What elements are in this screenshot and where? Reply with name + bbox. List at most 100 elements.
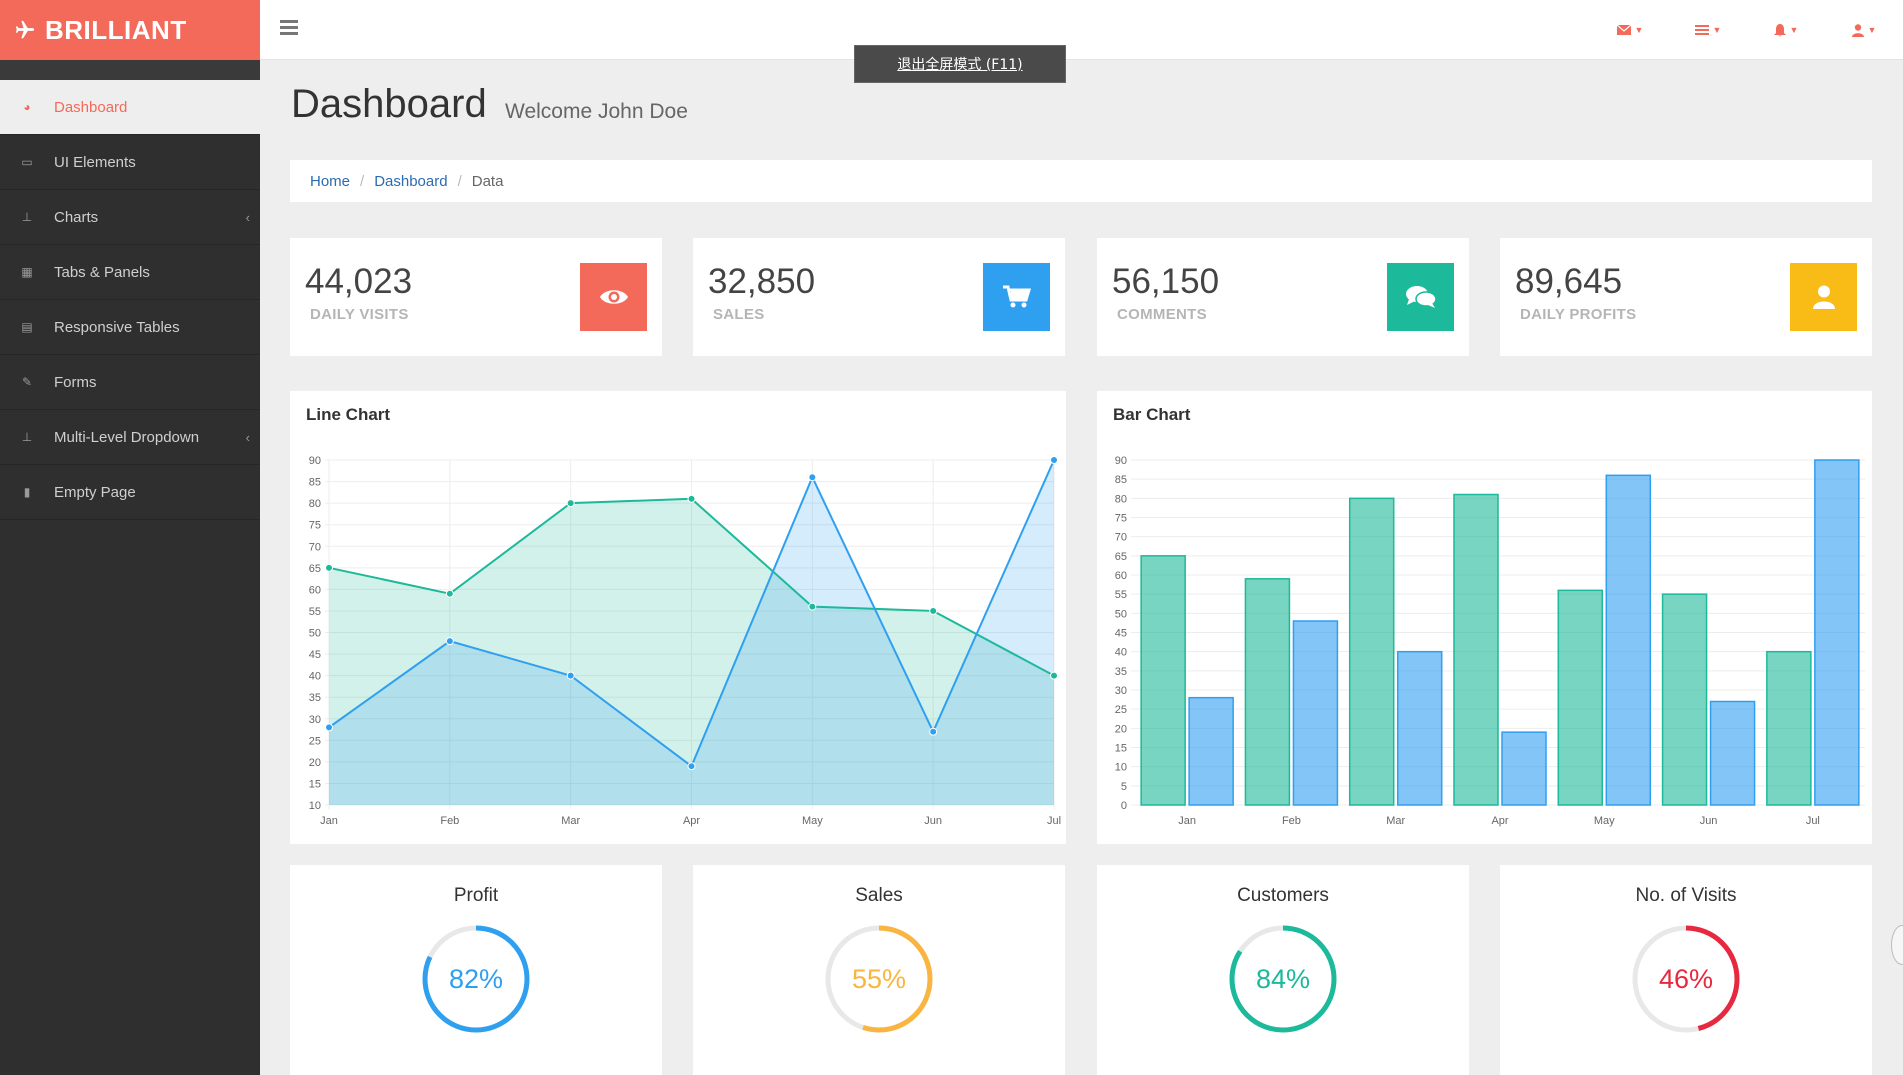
file-icon: ▮ (23, 485, 31, 499)
y-tick-label: 75 (1115, 513, 1127, 525)
x-tick-label: Feb (440, 815, 459, 827)
stat-label: COMMENTS (1117, 306, 1207, 323)
bar (1557, 589, 1604, 806)
donut-card-sales: Sales 55% (693, 865, 1065, 1075)
donut-card-profit: Profit 82% (290, 865, 662, 1075)
y-tick-label: 5 (1121, 781, 1127, 793)
table-icon: ▤ (21, 320, 33, 334)
y-tick-label: 30 (1115, 685, 1127, 697)
sidebar-item-label: Responsive Tables (54, 318, 180, 336)
chevron-left-icon: ‹ (245, 209, 250, 225)
scroll-handle[interactable] (1891, 925, 1903, 965)
y-tick-label: 25 (1115, 704, 1127, 716)
stat-value: 56,150 (1112, 262, 1220, 301)
y-tick-label: 65 (309, 563, 321, 575)
bar (1188, 696, 1234, 806)
x-tick-label: Jun (924, 815, 942, 827)
page-subtitle: Welcome John Doe (505, 100, 688, 123)
envelope-icon[interactable]: ▼ (1591, 25, 1669, 35)
x-tick-label: May (1594, 815, 1615, 827)
donut-title: Profit (453, 885, 499, 906)
bar (1453, 493, 1499, 806)
data-point (566, 671, 575, 680)
bar (1605, 474, 1652, 806)
y-tick-label: 80 (309, 498, 321, 510)
bar (1709, 700, 1756, 806)
line-chart: 10 15 20 25 30 35 40 45 50 55 60 65 70 75 80 85 90 Jan Feb… (309, 455, 1061, 827)
bar (1292, 620, 1339, 806)
brand-logo[interactable]: BRILLIANT (0, 0, 260, 60)
data-point (445, 589, 454, 598)
sidebar-item-charts[interactable]: ⊥ Charts ‹ (0, 190, 260, 245)
donut-arc (422, 925, 530, 1033)
y-tick-label: 20 (309, 757, 321, 769)
data-point (445, 637, 454, 646)
bar-chart-panel: Bar Chart 0 5 10 15 20 25 30 35 40 45 50 55 60 65 70 75… (1097, 391, 1872, 844)
stat-card-daily-visits: 44,023 DAILY VISITS (290, 238, 662, 356)
line-chart-panel: Line Chart 10 15 20 25 30 35 40 45 50 55 60 65 70 75 8… (290, 391, 1066, 844)
bar (1348, 497, 1395, 806)
stat-label: SALES (713, 306, 765, 323)
y-tick-label: 40 (1115, 647, 1127, 659)
donut-arc (1632, 925, 1740, 1033)
x-tick-label: Mar (1386, 815, 1405, 827)
sidebar-item-dashboard[interactable]: ◕ Dashboard (0, 80, 260, 135)
donut-arc (825, 925, 933, 1033)
menu-toggle-icon[interactable] (280, 20, 298, 36)
page-title: Dashboard (291, 82, 487, 126)
bar (1814, 459, 1860, 806)
y-tick-label: 50 (309, 628, 321, 640)
donut-chart (1632, 925, 1740, 1033)
sidebar-item-tabs-panels[interactable]: ▦ Tabs & Panels (0, 245, 260, 300)
bar (1766, 650, 1812, 806)
y-tick-label: 60 (309, 584, 321, 596)
user-icon[interactable]: ▼ (1825, 23, 1903, 37)
y-tick-label: 10 (1115, 762, 1127, 774)
breadcrumb-dashboard[interactable]: Dashboard (374, 172, 448, 190)
donut-title: Customers (1237, 885, 1329, 906)
breadcrumb: Home / Dashboard / Data (290, 160, 1872, 202)
stat-card-comments: 56,150 COMMENTS (1097, 238, 1469, 356)
sidebar-item-label: Empty Page (54, 483, 136, 501)
stat-card-sales: 32,850 SALES (693, 238, 1065, 356)
chevron-left-icon: ‹ (245, 429, 250, 445)
y-tick-label: 75 (309, 520, 321, 532)
bell-icon[interactable]: ▼ (1747, 23, 1825, 37)
qrcode-icon: ▦ (21, 265, 33, 279)
x-tick-label: Jan (320, 815, 338, 827)
stat-label: DAILY PROFITS (1520, 306, 1637, 323)
y-tick-label: 0 (1121, 800, 1127, 812)
data-point (325, 563, 333, 572)
tasks-icon[interactable]: ▼ (1669, 25, 1747, 35)
y-tick-label: 30 (309, 714, 321, 726)
topbar: ▼ ▼ ▼ ▼ (260, 0, 1903, 60)
sidebar-item-label: Tabs & Panels (54, 263, 150, 281)
sidebar-item-empty-page[interactable]: ▮ Empty Page (0, 465, 260, 520)
y-tick-label: 60 (1115, 570, 1127, 582)
sidebar-item-label: Forms (54, 373, 97, 391)
exit-fullscreen-tooltip[interactable]: 退出全屏模式 (F11) (854, 45, 1066, 83)
bar (1501, 731, 1547, 806)
breadcrumb-home[interactable]: Home (310, 172, 351, 190)
y-tick-label: 65 (1115, 551, 1127, 563)
donut-value: 46% (1658, 963, 1714, 994)
y-tick-label: 55 (309, 606, 321, 618)
user-icon (1790, 263, 1857, 331)
sidebar-item-forms[interactable]: ✎ Forms (0, 355, 260, 410)
sidebar-item-multi-level-dropdown[interactable]: ⊥ Multi-Level Dropdown ‹ (0, 410, 260, 465)
data-point (687, 494, 696, 503)
bar (1244, 578, 1291, 806)
sidebar-item-responsive-tables[interactable]: ▤ Responsive Tables (0, 300, 260, 355)
data-point (929, 727, 938, 736)
sidebar: BRILLIANT ◕ Dashboard ▭ UI Elements ⊥ Charts ‹… (0, 0, 260, 1075)
sidebar-item-label: Multi-Level Dropdown (54, 428, 200, 446)
y-tick-label: 20 (1115, 723, 1127, 735)
sidebar-item-ui-elements[interactable]: ▭ UI Elements (0, 135, 260, 190)
y-tick-label: 45 (1115, 628, 1127, 640)
data-point (808, 473, 817, 482)
x-tick-label: Mar (561, 815, 580, 827)
stat-value: 44,023 (305, 262, 413, 301)
data-point (929, 606, 938, 615)
data-point (808, 602, 817, 611)
x-tick-label: Jun (1700, 815, 1718, 827)
